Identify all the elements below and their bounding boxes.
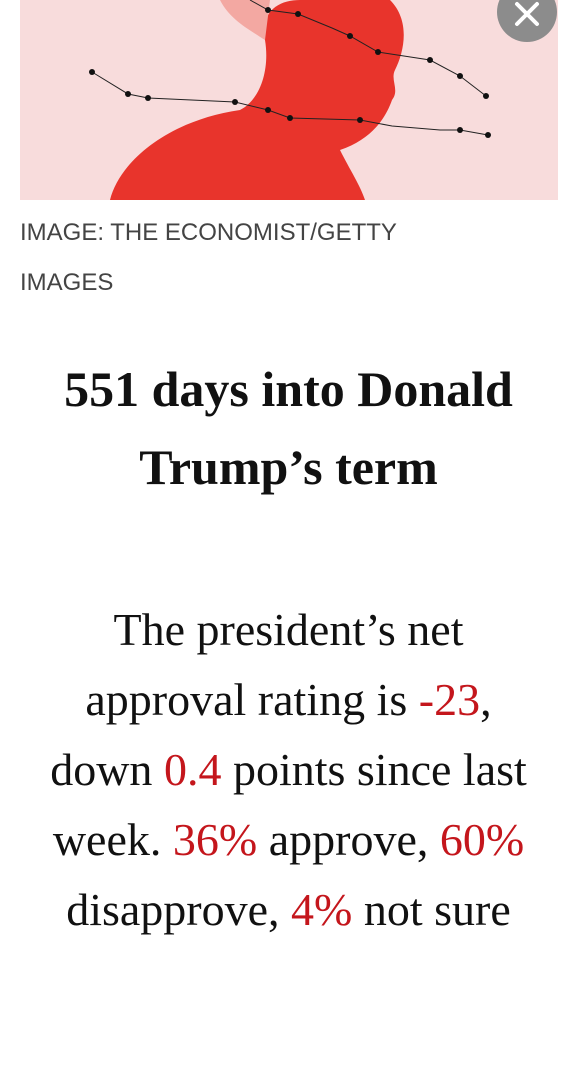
emphasis-text: -23 <box>418 674 481 725</box>
summary: The president’s net approval rating is -… <box>30 595 547 945</box>
emphasis-text: 60% <box>439 814 525 865</box>
summary-text: The president’s net approval rating is <box>85 604 464 725</box>
image-caption: IMAGE: THE ECONOMIST/GETTY IMAGES <box>20 219 397 296</box>
summary-text: approve, <box>257 814 440 865</box>
headline: 551 days into Donald Trump’s term <box>64 361 513 495</box>
summary-text: , down <box>50 674 492 795</box>
close-icon <box>515 2 539 26</box>
summary-text: points since last week. <box>52 744 527 865</box>
close-button[interactable] <box>497 0 557 42</box>
emphasis-text: 36% <box>172 814 258 865</box>
emphasis-text: 0.4 <box>163 744 222 795</box>
illustration <box>20 0 558 200</box>
emphasis-text: 4% <box>291 884 353 935</box>
summary-text: not sure <box>352 884 511 935</box>
summary-text: disapprove, <box>66 884 292 935</box>
